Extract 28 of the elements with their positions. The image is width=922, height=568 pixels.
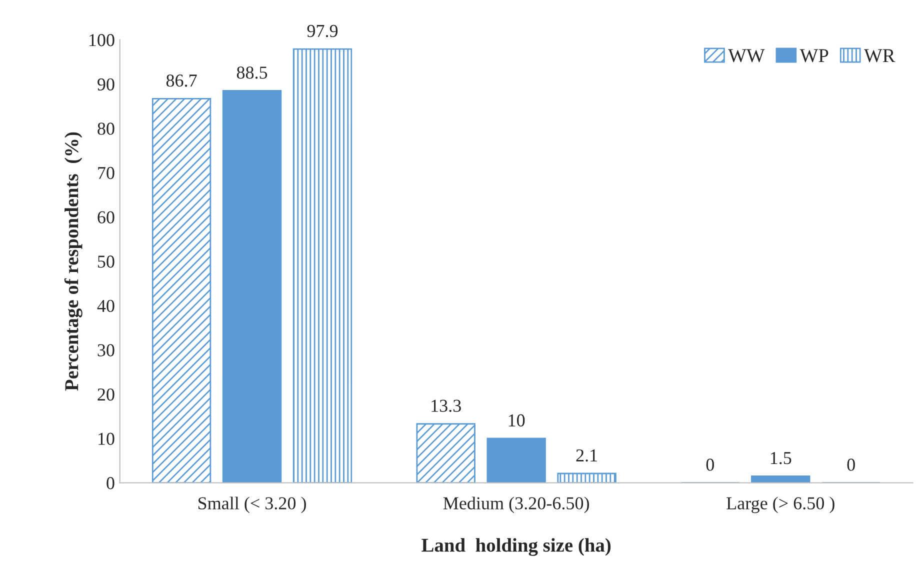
x-tick-label: Medium (3.20-6.50) <box>443 496 589 514</box>
y-tick-label: 100 <box>90 34 114 46</box>
data-label: 10 <box>508 414 525 426</box>
y-tick-label: 40 <box>97 300 114 312</box>
data-label: 97.9 <box>307 24 338 38</box>
y-axis-title: Percentage of respondents (%) <box>64 132 82 391</box>
y-tick-label: 80 <box>98 122 114 135</box>
legend-label: WP <box>800 49 828 62</box>
data-label: 1.5 <box>770 452 792 464</box>
y-tick-label: 20 <box>98 388 114 401</box>
y-tick-label: 60 <box>98 211 114 224</box>
y-tick-label: 70 <box>98 166 114 180</box>
y-tick-label: 30 <box>98 344 114 356</box>
y-tick-label: 0 <box>106 477 114 490</box>
data-label: 0 <box>706 458 714 471</box>
legend-label: WR <box>864 49 896 62</box>
x-tick-label: Large (> 6.50 ) <box>726 496 834 514</box>
x-tick-label: Small (< 3.20 ) <box>198 496 306 514</box>
x-axis-title: Land holding size (ha) <box>422 538 611 556</box>
y-tick-label: 90 <box>98 78 114 91</box>
data-label: 0 <box>847 458 855 471</box>
data-label: 88.5 <box>236 66 268 79</box>
data-label: 86.7 <box>166 74 197 87</box>
data-label: 13.3 <box>432 400 461 412</box>
data-label: 2.1 <box>576 449 598 462</box>
y-tick-label: 10 <box>98 432 114 445</box>
legend-label: WW <box>728 49 765 62</box>
y-tick-label: 50 <box>98 256 114 268</box>
